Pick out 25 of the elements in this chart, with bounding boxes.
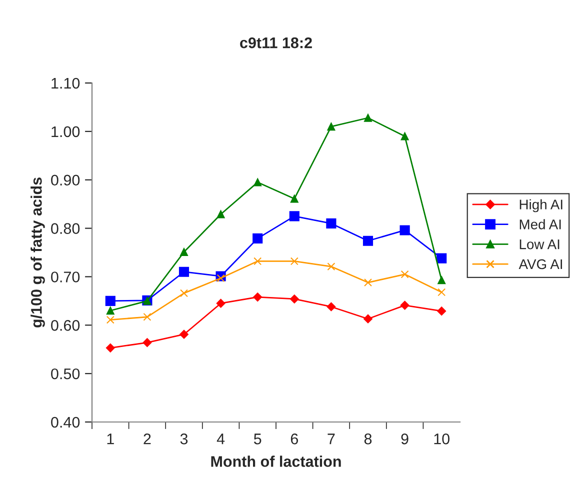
y-tick-label: 1.00 bbox=[52, 126, 80, 138]
x-tick-label: 1 bbox=[107, 434, 114, 444]
x-tick-label: 2 bbox=[144, 434, 151, 444]
x-tick-label: 10 bbox=[434, 434, 450, 444]
x-tick-label: 6 bbox=[290, 434, 298, 444]
y-tick-label: 0.80 bbox=[51, 223, 80, 234]
y-tick-label: 0.40 bbox=[51, 416, 80, 428]
y-tick-label: 0.60 bbox=[51, 320, 80, 331]
x-tick-label: 7 bbox=[328, 434, 335, 444]
y-tick-label: 1.10 bbox=[52, 78, 80, 89]
x-tick-label: 9 bbox=[401, 434, 408, 444]
legend-label: Low AI bbox=[520, 240, 560, 250]
x-tick-label: 5 bbox=[254, 434, 262, 444]
y-tick-label: 0.70 bbox=[51, 272, 80, 282]
y-tick-label: 0.50 bbox=[51, 368, 80, 380]
x-axis-title: Month of lactation bbox=[211, 456, 341, 467]
x-tick-label: 4 bbox=[216, 434, 225, 444]
legend-label: AVG AI bbox=[518, 259, 562, 270]
legend-label: Med AI bbox=[520, 219, 561, 230]
y-axis-title: g/100 g of fatty acids bbox=[30, 178, 45, 328]
x-tick-label: 3 bbox=[180, 434, 188, 444]
x-tick-label: 8 bbox=[364, 434, 372, 444]
y-tick-label: 0.90 bbox=[51, 174, 80, 186]
legend-label: High AI bbox=[520, 199, 562, 212]
chart-title: c9t11 18:2 bbox=[240, 37, 312, 48]
